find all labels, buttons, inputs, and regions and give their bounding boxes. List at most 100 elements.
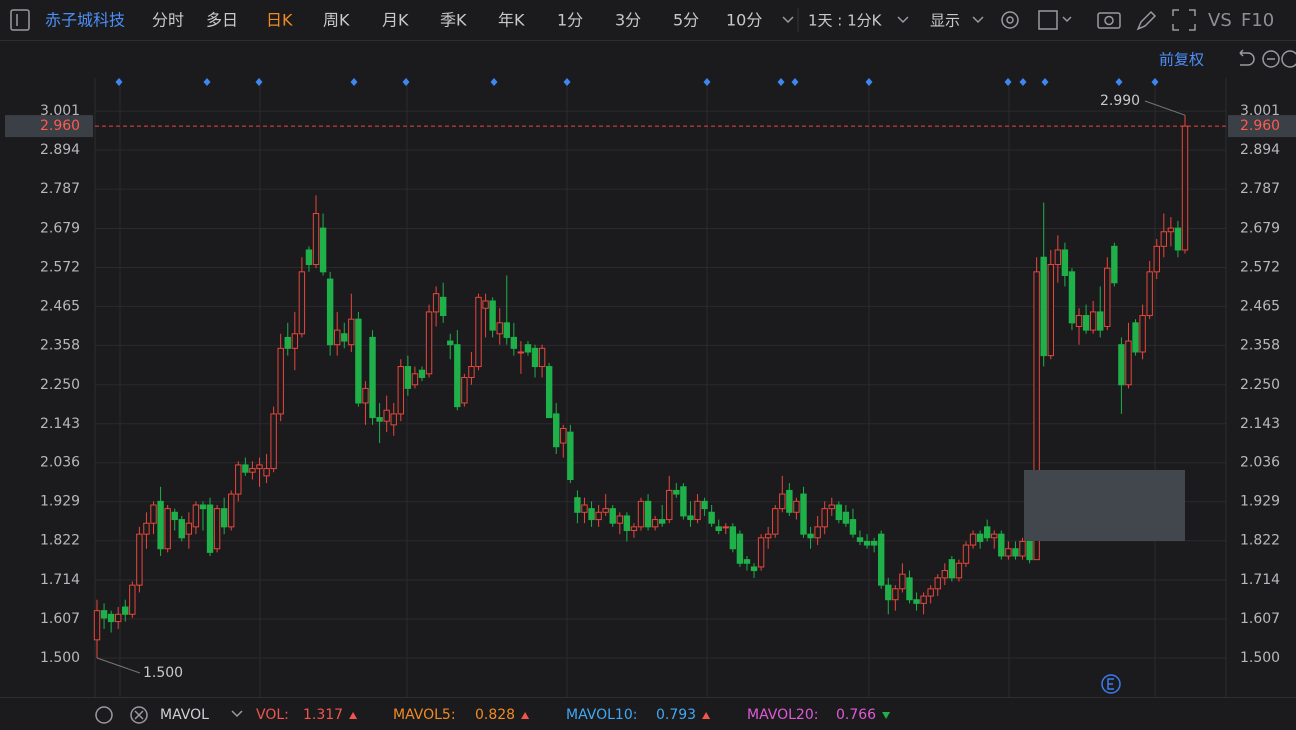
candle-body [404,366,412,389]
candle-body [962,544,970,564]
candle-body [341,333,348,342]
candle-body [595,511,602,521]
low-label: 1.500 [143,665,183,681]
candle-body [1054,249,1062,266]
candle-body [242,464,249,473]
candle-body [1033,271,1040,561]
candle-body [736,533,744,564]
event-marker[interactable] [1004,78,1012,86]
indicator-name[interactable]: MAVOL [160,707,209,723]
period-tab[interactable]: 分时 [152,11,184,30]
event-marker[interactable] [1115,78,1123,86]
period-tab[interactable]: 多日 [206,11,238,30]
candle-body [1097,311,1104,331]
event-marker[interactable] [865,78,873,86]
candle-body [489,300,496,331]
event-marker[interactable] [350,78,358,86]
candle-body [454,344,461,408]
candle-body [1005,548,1012,557]
candle-body [878,533,885,586]
event-marker[interactable] [402,78,410,86]
event-marker[interactable] [1019,78,1027,86]
more-dropdown[interactable] [782,16,794,24]
period-tab[interactable]: 5分 [673,11,699,30]
event-marker[interactable] [791,78,799,86]
last-price-label-left: 2.960 [40,118,80,134]
candle-body [213,508,221,550]
candle-body [708,511,715,524]
period-tab[interactable]: 年K [498,11,525,30]
candle-body [129,584,136,615]
candles: 2.960 2.960 2.990 1.500 [5,93,1296,681]
candle-body [948,559,956,579]
indicator-label: MAVOL10: [566,707,637,723]
event-marker[interactable] [563,78,571,86]
adjust-mode[interactable]: 前复权 [1159,51,1204,69]
candle-body [1040,256,1047,357]
sidebar-toggle[interactable] [10,9,30,31]
vs-button[interactable]: VS [1208,10,1232,31]
candle-body [355,318,362,404]
event-marker[interactable] [1041,78,1049,86]
period-select[interactable]: 1天 : 1分K [808,12,883,30]
candle-body [913,599,920,604]
candle-body [941,570,948,579]
y-tick-label-left: 1.714 [40,572,80,588]
candle-body [983,526,991,539]
candle-body [1132,322,1139,353]
settings-icon[interactable] [1001,11,1019,29]
period-tab[interactable]: 3分 [615,11,641,30]
period-tab[interactable]: 1分 [557,11,583,30]
stock-name[interactable]: 赤子城科技 [45,11,125,30]
layout-icon[interactable] [1038,10,1058,30]
y-tick-label-left: 1.500 [40,650,80,666]
candle-body [863,540,871,546]
event-marker[interactable] [203,78,211,86]
event-marker[interactable] [255,78,263,86]
indicator-settings[interactable] [95,706,113,724]
candle-body [828,504,835,510]
candle-body [1181,125,1189,251]
period-tab[interactable]: 10分 [726,11,762,30]
fullscreen-icon[interactable] [1172,9,1196,31]
y-tick-label-left: 2.465 [40,298,80,314]
period-tab[interactable]: 日K [266,11,293,30]
y-tick-label-left: 2.358 [40,337,80,353]
candle-body [800,493,807,535]
candle-body [786,489,793,513]
period-tab[interactable]: 月K [382,11,409,30]
period-tab[interactable]: 季K [440,11,467,30]
candle-body [305,249,313,266]
indicator-value: 0.793 [656,707,696,723]
low-leader [96,657,141,674]
candle-body [602,508,609,513]
undo-icon[interactable] [1239,49,1255,66]
candle-body [1174,227,1182,251]
display-menu[interactable]: 显示 [930,12,960,30]
zoom-out-icon[interactable] [1262,50,1280,68]
candle-body [1111,245,1118,284]
event-marker[interactable] [1151,78,1159,86]
event-marker[interactable] [703,78,711,86]
event-marker[interactable] [115,78,123,86]
event-marker[interactable] [490,78,498,86]
candle-body [1026,540,1033,561]
candle-body [256,464,263,470]
indicator-dropdown [231,710,243,718]
f10-button[interactable]: F10 [1241,10,1274,31]
candle-body [334,329,341,346]
candle-body [326,278,334,346]
candle-body [136,533,143,586]
camera-icon[interactable] [1097,12,1121,29]
zoom-in-icon[interactable] [1281,50,1296,68]
draw-icon[interactable] [1136,10,1157,31]
candle-body [1068,271,1076,324]
event-icon[interactable] [1101,674,1121,694]
event-marker[interactable] [777,78,785,86]
trend-arrow [702,712,711,719]
period-tab[interactable]: 周K [323,11,350,30]
candle-body [743,559,751,564]
candle-body [955,562,963,579]
indicator-close[interactable] [130,706,148,724]
candle-body [687,515,694,521]
